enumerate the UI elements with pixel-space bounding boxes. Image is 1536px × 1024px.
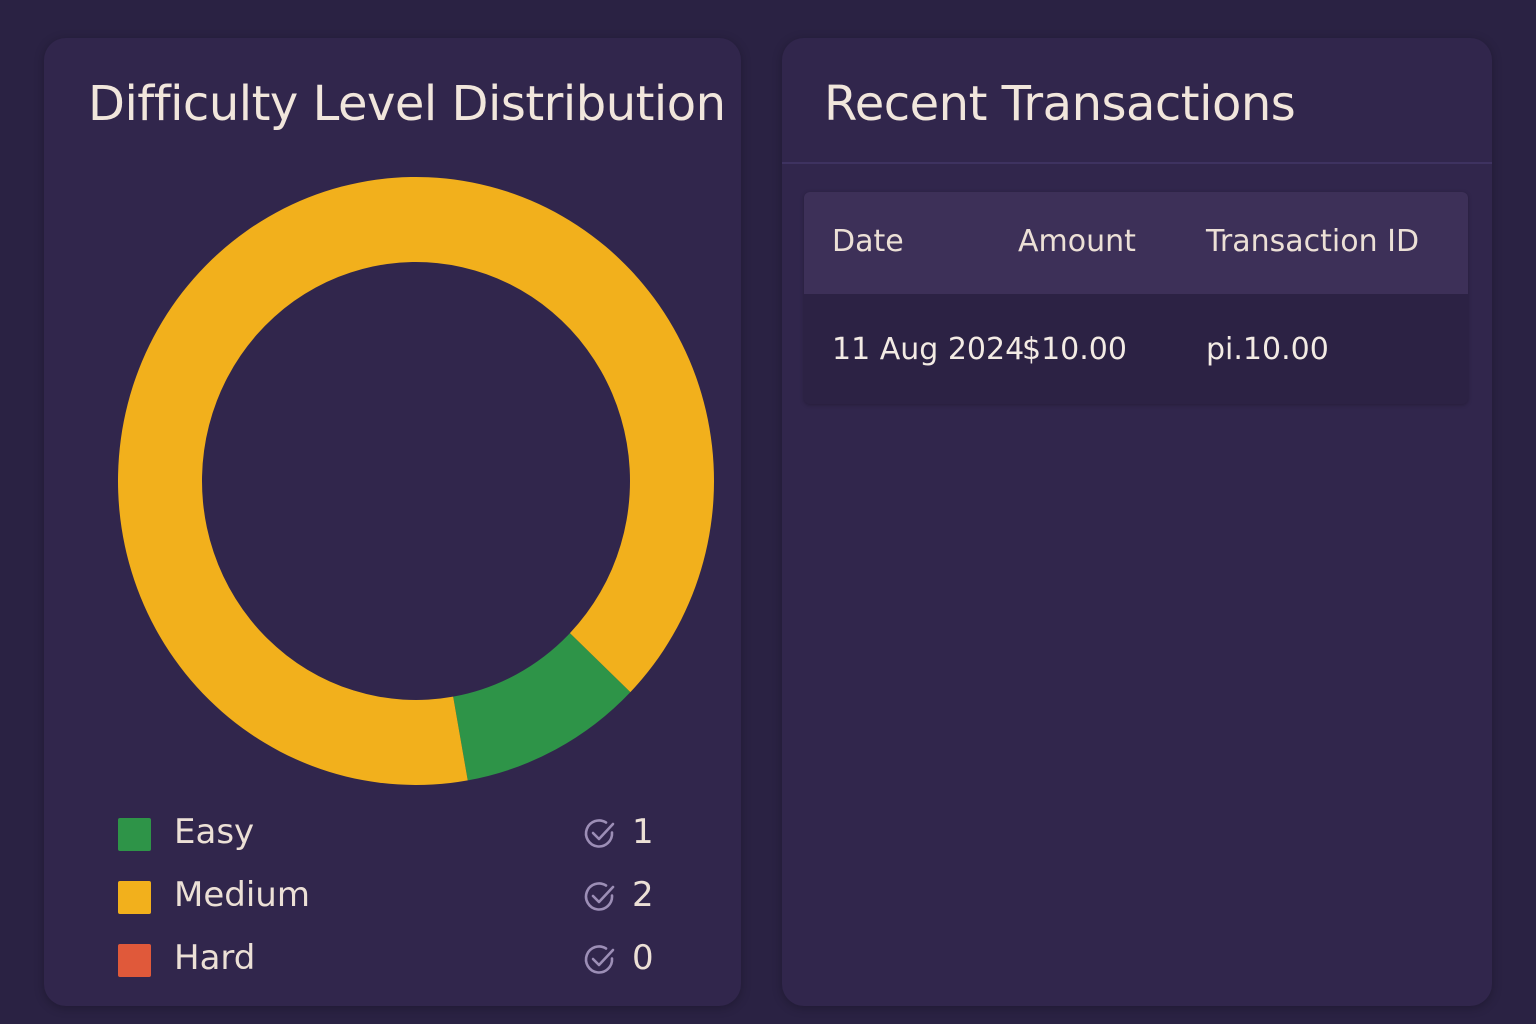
- transactions-card-title: Recent Transactions: [824, 76, 1296, 132]
- recent-transactions-card: Recent Transactions Date Amount Transact…: [782, 38, 1492, 1006]
- cell-amount: $10.00: [1022, 332, 1127, 367]
- difficulty-card-title: Difficulty Level Distribution: [88, 76, 726, 132]
- legend-count-medium: 2: [632, 875, 654, 915]
- legend-swatch-hard: [118, 944, 151, 977]
- difficulty-legend: Easy 1 Medium 2 Hard: [118, 808, 658, 997]
- legend-swatch-medium: [118, 881, 151, 914]
- legend-count-hard: 0: [632, 938, 654, 978]
- legend-label-hard: Hard: [174, 938, 256, 978]
- legend-label-easy: Easy: [174, 812, 255, 852]
- difficulty-donut-chart: [118, 177, 715, 786]
- cell-date: 11 Aug 2024: [832, 332, 1025, 367]
- column-header-amount[interactable]: Amount: [1018, 224, 1136, 259]
- column-header-date[interactable]: Date: [832, 224, 904, 259]
- donut-slice-easy[interactable]: [453, 633, 631, 781]
- legend-item-hard: Hard 0: [118, 934, 658, 997]
- check-circle-icon: [584, 882, 615, 911]
- legend-item-easy: Easy 1: [118, 808, 658, 871]
- legend-swatch-easy: [118, 818, 151, 851]
- cell-transaction-id: pi.10.00: [1206, 332, 1329, 367]
- legend-label-medium: Medium: [174, 875, 310, 915]
- column-header-transaction-id[interactable]: Transaction ID: [1206, 224, 1420, 259]
- check-circle-icon: [584, 945, 615, 974]
- donut-svg: [118, 177, 715, 785]
- transactions-table: Date Amount Transaction ID 11 Aug 2024 $…: [804, 192, 1468, 404]
- legend-count-easy: 1: [632, 812, 654, 852]
- legend-item-medium: Medium 2: [118, 871, 658, 934]
- table-header: Date Amount Transaction ID: [804, 192, 1468, 294]
- difficulty-distribution-card: Difficulty Level Distribution Easy 1 Med…: [44, 38, 741, 1006]
- check-circle-icon: [584, 819, 615, 848]
- card-divider: [782, 162, 1492, 164]
